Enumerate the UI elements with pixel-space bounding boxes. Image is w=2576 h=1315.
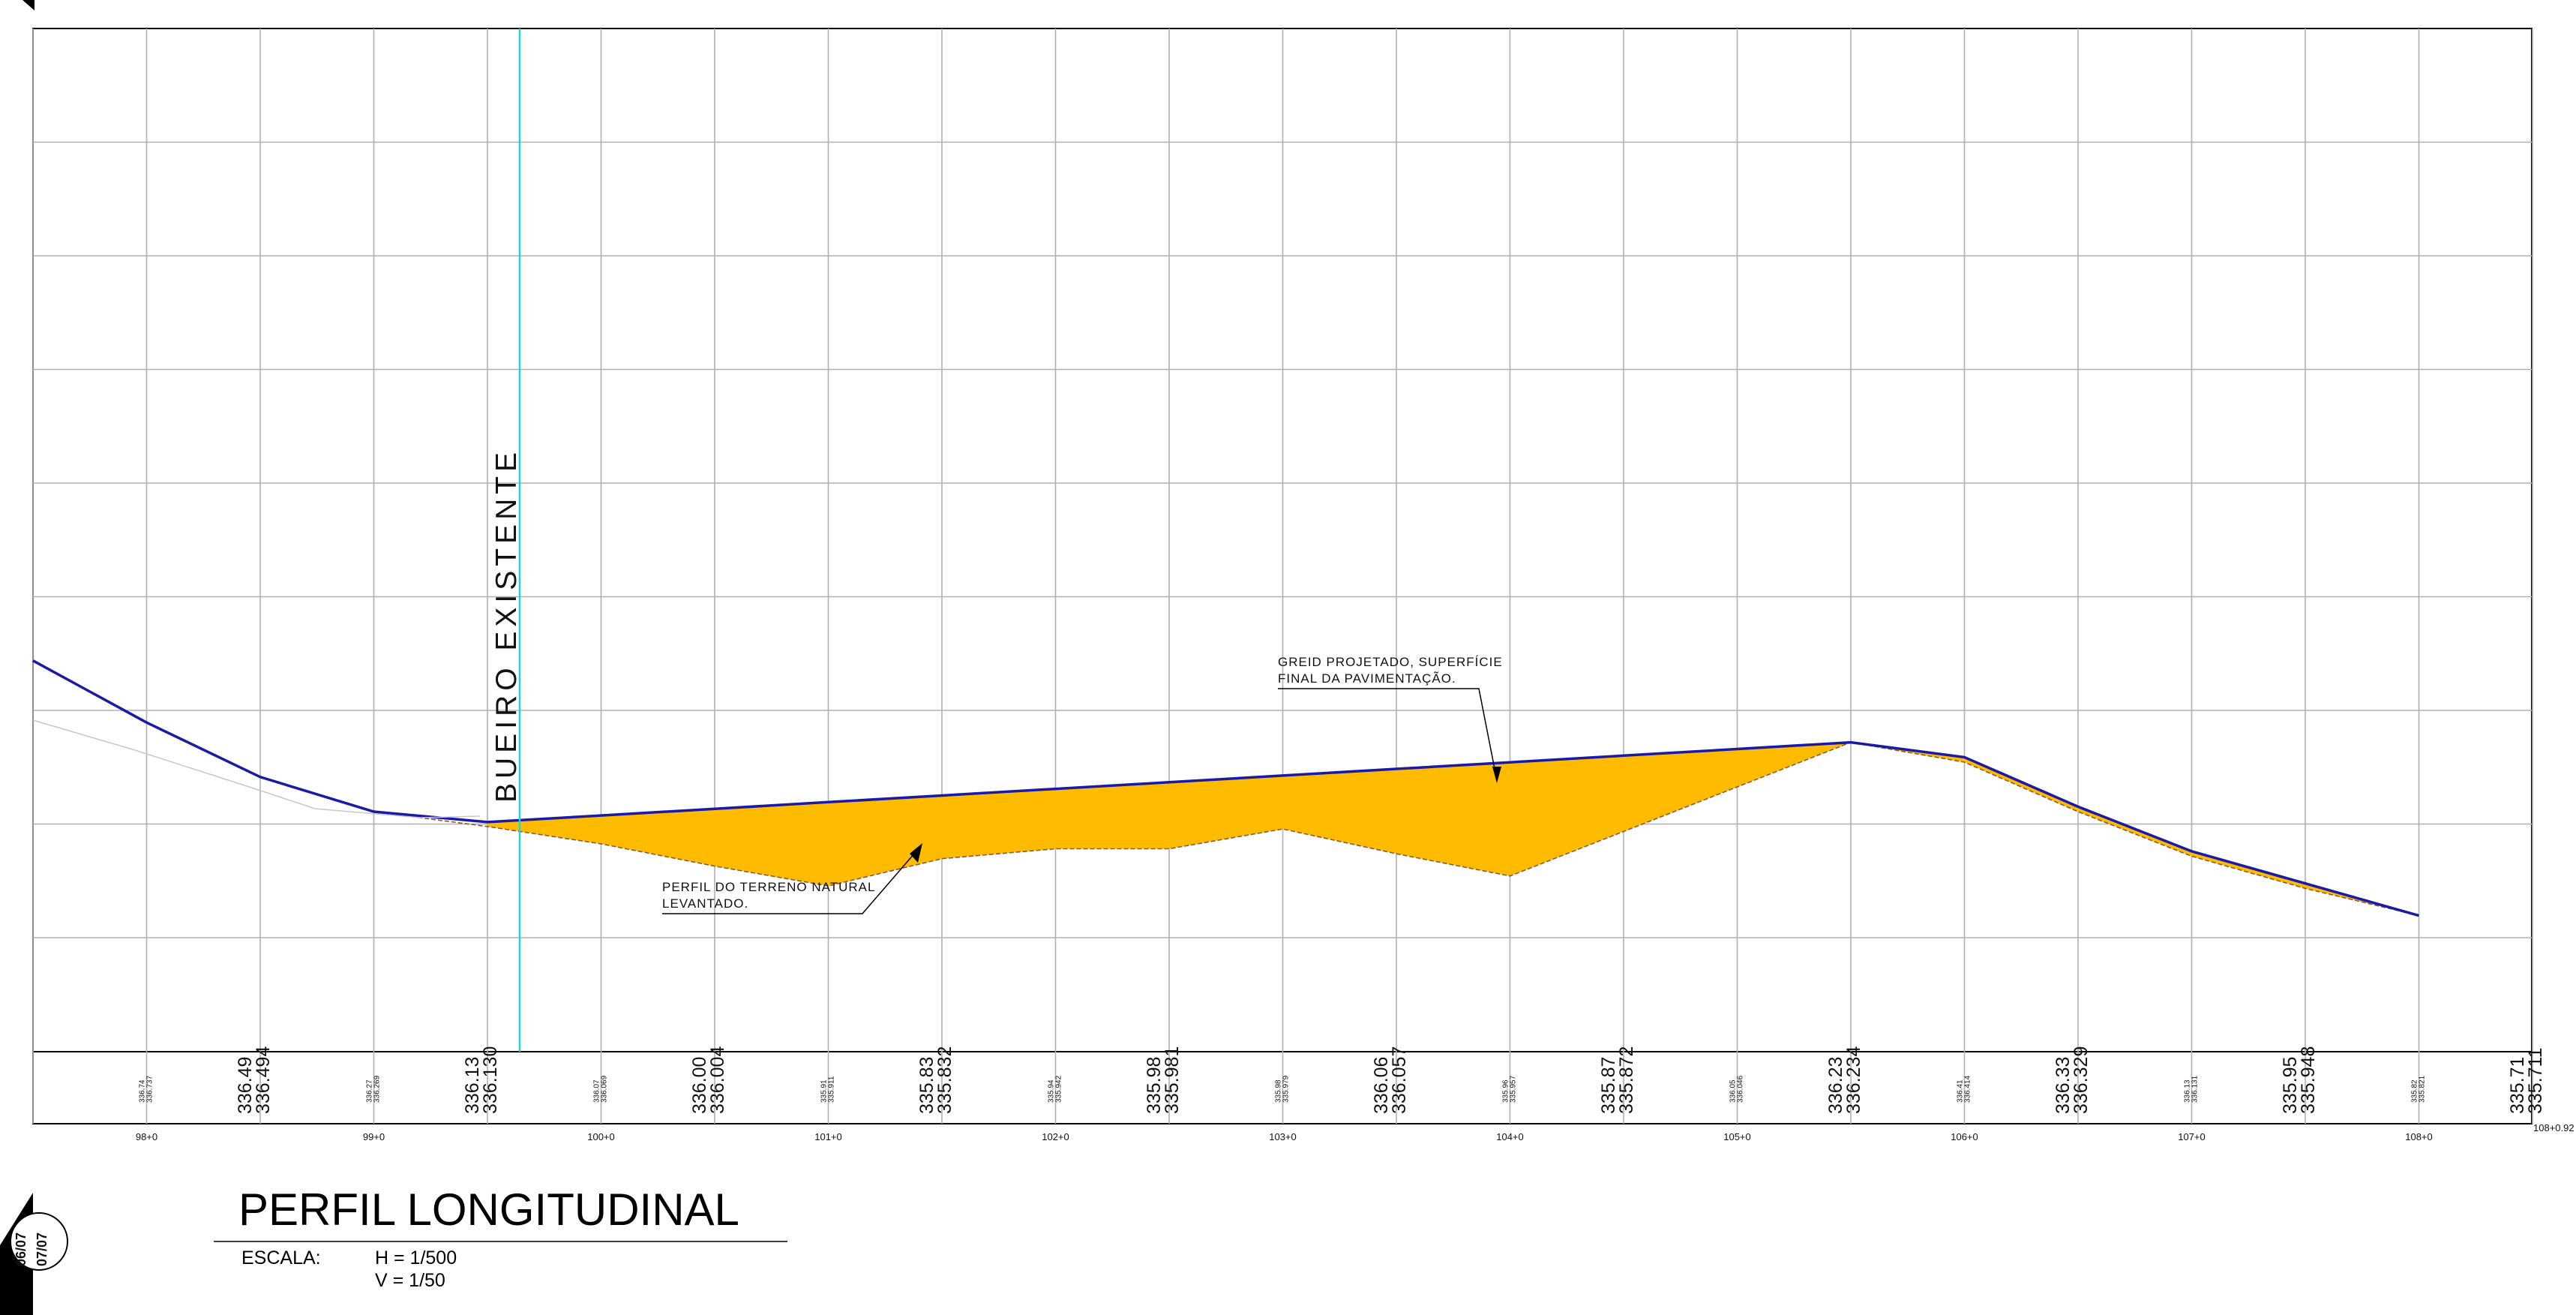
terrain-note-arrow xyxy=(910,843,922,863)
station-label: 105+0 xyxy=(1723,1131,1751,1142)
scale-horizontal: H = 1/500 xyxy=(375,1247,457,1268)
elevation-label-small-lower: 335.957 xyxy=(1510,1075,1518,1103)
elevation-label-small-lower: 336.131 xyxy=(2191,1075,2200,1103)
elevation-label-lower: 335.948 xyxy=(2298,1046,2319,1114)
elevation-label-lower: 336.057 xyxy=(1389,1046,1410,1114)
scale-vertical: V = 1/50 xyxy=(375,1270,445,1291)
reference-line xyxy=(32,719,481,818)
elevation-label-upper: 336.33 xyxy=(2053,1057,2074,1114)
elevation-label-small-upper: 335.91 xyxy=(820,1079,829,1103)
elevation-label-small-upper: 336.05 xyxy=(1729,1079,1738,1103)
grade-note-arrow xyxy=(1492,767,1501,783)
cut-fill-area xyxy=(487,742,2419,916)
station-label: 101+0 xyxy=(814,1131,842,1142)
elevation-label-upper: 335.87 xyxy=(1598,1057,1619,1114)
elevation-label-small-upper: 335.94 xyxy=(1048,1079,1056,1103)
station-label: 103+0 xyxy=(1269,1131,1297,1142)
elevation-label-lower: 335.832 xyxy=(934,1046,955,1114)
elevation-label-lower: 336.234 xyxy=(1843,1046,1864,1114)
elevation-label-small-lower: 336.737 xyxy=(146,1075,154,1103)
grade-note-line-2: FINAL DA PAVIMENTAÇÃO. xyxy=(1278,671,1456,686)
elevation-label-lower: 336.130 xyxy=(480,1046,501,1114)
elevation-label-small-upper: 335.98 xyxy=(1275,1079,1283,1103)
elevation-label-small-lower: 335.911 xyxy=(828,1076,836,1103)
station-band: 98+0 99+0 100+0 101+0 102+0 103+0 104+0 105+0 10… xyxy=(136,1131,2433,1142)
terrain-note-line-2: LEVANTADO. xyxy=(662,896,748,911)
terrain-note-line-1: PERFIL DO TERRENO NATURAL xyxy=(662,880,875,894)
elevation-label-upper: 336.13 xyxy=(462,1057,483,1114)
elevation-label-small-lower: 336.069 xyxy=(601,1075,609,1103)
drawing-title: PERFIL LONGITUDINAL xyxy=(238,1184,739,1235)
elevation-label-small-upper: 335.96 xyxy=(1502,1079,1510,1103)
elevation-label-lower: 336.329 xyxy=(2071,1046,2092,1114)
elevation-label-small-upper: 336.13 xyxy=(2184,1079,2192,1103)
elevation-label-upper: 335.95 xyxy=(2280,1057,2301,1114)
sheet-mark-2: 07/07 xyxy=(34,1232,49,1266)
elevation-label-small-lower: 335.821 xyxy=(2419,1075,2427,1103)
elevation-label-small-upper: 335.82 xyxy=(2411,1079,2419,1103)
elevation-label-upper: 336.00 xyxy=(689,1057,710,1114)
station-label: 108+0 xyxy=(2405,1131,2433,1142)
elevation-label-upper: 335.71 xyxy=(2507,1057,2528,1114)
terrain-note-leader xyxy=(662,847,920,914)
elevation-label-lower: 335.981 xyxy=(1162,1046,1183,1114)
elevation-label-lower: 335.872 xyxy=(1616,1046,1637,1114)
elevation-label-upper: 335.83 xyxy=(916,1057,937,1114)
elevation-label-small-upper: 336.07 xyxy=(593,1079,601,1103)
station-label: 104+0 xyxy=(1496,1131,1524,1142)
grade-note-leader xyxy=(1278,688,1498,781)
elevation-label-small-lower: 336.414 xyxy=(1964,1075,1972,1103)
elevation-label-small-upper: 336.74 xyxy=(139,1079,147,1103)
elevation-label-small-lower: 336.046 xyxy=(1737,1075,1745,1103)
elevation-label-small-upper: 336.41 xyxy=(1957,1079,1965,1103)
station-label: 107+0 xyxy=(2178,1131,2206,1142)
elevation-label-small-lower: 335.979 xyxy=(1282,1075,1291,1103)
sheet-circle xyxy=(10,1212,68,1271)
terrain-profile-line xyxy=(32,659,2419,917)
corner-mark xyxy=(22,0,34,11)
elevation-label-small-upper: 336.27 xyxy=(366,1079,374,1103)
elevation-label-upper: 335.98 xyxy=(1144,1057,1165,1114)
elevation-label-upper: 336.49 xyxy=(235,1057,256,1114)
grid-lines xyxy=(32,29,2533,1124)
station-label: 106+0 xyxy=(1951,1131,1978,1142)
station-label: 98+0 xyxy=(136,1131,157,1142)
elevation-label-upper: 336.06 xyxy=(1371,1057,1392,1114)
station-label: 99+0 xyxy=(363,1131,385,1142)
elevation-label-small-lower: 336.269 xyxy=(373,1075,382,1103)
elevation-label-upper: 336.23 xyxy=(1825,1057,1846,1114)
elevation-label-small-lower: 335.942 xyxy=(1055,1075,1063,1103)
sheet-mark-1: 06/07 xyxy=(13,1232,28,1266)
culvert-label: BUEIRO EXISTENTE xyxy=(490,448,523,803)
scale-label: ESCALA: xyxy=(241,1247,321,1268)
elevation-label-lower: 336.494 xyxy=(253,1046,274,1114)
grade-note-line-1: GREID PROJETADO, SUPERFÍCIE xyxy=(1278,655,1503,669)
station-label: 100+0 xyxy=(587,1131,615,1142)
elevation-label-lower: 336.004 xyxy=(707,1046,728,1114)
elevation-label-lower: 335.711 xyxy=(2525,1047,2546,1114)
end-station-label: 108+0.92 xyxy=(2533,1122,2575,1133)
station-label: 102+0 xyxy=(1042,1131,1069,1142)
